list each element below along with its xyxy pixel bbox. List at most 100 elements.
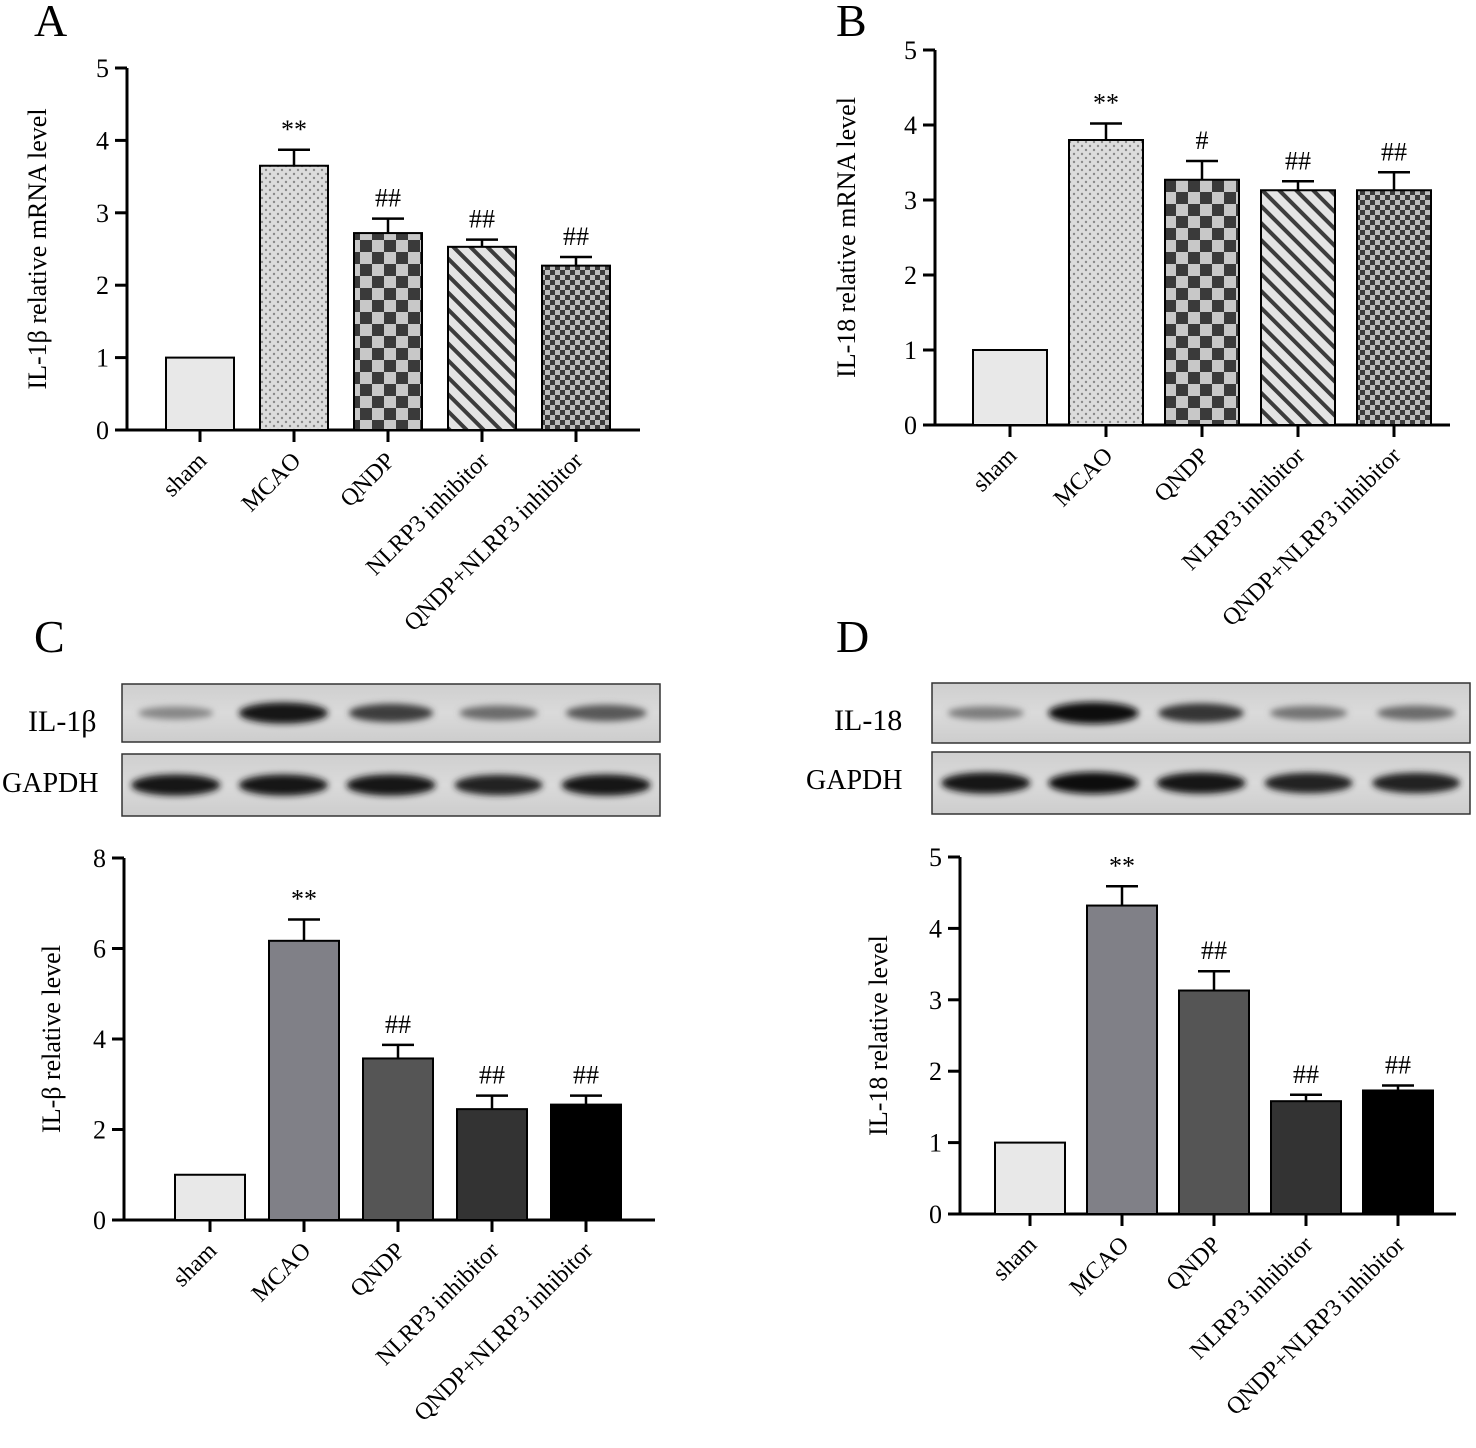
significance-label: ## [479,1061,505,1090]
blot-band [1269,705,1348,721]
blot-band [1264,772,1353,794]
y-tick-label: 1 [929,1129,942,1158]
panel-letter-d: D [836,611,869,662]
blot-band [1156,772,1246,794]
y-axis-label-d: IL-18 relative level [864,935,893,1136]
bar-mcao [259,164,329,432]
x-tick-label: MCAO [247,1238,316,1307]
x-tick-label: MCAO [237,448,306,517]
significance-label: ## [1385,1050,1411,1079]
x-tick-label: QNDP [1162,1232,1227,1297]
x-tick-label: sham [158,448,212,502]
blot-band [941,772,1031,794]
y-tick-label: 1 [96,344,109,373]
western-blot-c: IL-1β GAPDH [2,683,661,817]
y-tick-label: 5 [96,54,109,83]
bar-sham [165,356,235,432]
blot-d-protein-label: IL-18 [834,704,902,737]
blot-band [1372,772,1461,794]
significance-label: ## [375,184,401,213]
y-tick-label: 0 [904,411,917,440]
x-tick-label: QNDP [336,448,401,513]
blot-band [459,705,538,721]
bar-nlrp3-inhibitor [456,1108,528,1221]
bar-mcao [268,939,340,1221]
blot-band [131,774,221,796]
x-tick-label: QNDP+NLRP3 inhibitor [400,448,589,637]
bar-sham [174,1173,246,1221]
y-tick-label: 5 [929,843,942,872]
x-tick-label: MCAO [1065,1232,1134,1301]
significance-label: # [1196,126,1209,155]
y-tick-label: 4 [93,1025,106,1054]
chart-c: 0 2 4 6 8 IL-β relative level sham ** MCAO ## QNDP… [37,844,655,1427]
blot-c-protein-label: IL-1β [28,705,97,738]
significance-label: ## [1381,137,1407,166]
y-axis-label-a: IL-1β relative mRNA level [23,108,52,389]
blot-band [454,774,543,796]
significance-label: ## [573,1061,599,1090]
chart-b: 0 1 2 3 4 5 IL-18 relative mRNA level sham ** MCA… [832,36,1450,632]
x-tick-label: sham [968,443,1022,497]
blot-band [947,706,1024,720]
x-tick-label: QNDP+NLRP3 inhibitor [1218,443,1407,632]
significance-label: ## [1285,146,1311,175]
blot-band [348,703,434,723]
y-tick-label: 4 [904,111,917,140]
panel-letter-a: A [34,0,67,46]
panel-letter-b: B [836,0,867,46]
chart-d: 0 1 2 3 4 5 IL-18 relative level sham ** MCAO ## QN… [864,843,1456,1421]
y-tick-label: 0 [93,1206,106,1235]
y-tick-label: 5 [904,36,917,65]
bar-qndp [362,1057,434,1222]
panel-letter-c: C [34,611,65,662]
x-tick-label: sham [988,1232,1042,1286]
bar-nlrp3-inhibitor [1260,189,1336,426]
blot-band [561,774,651,796]
significance-label: ## [1201,936,1227,965]
y-tick-label: 4 [96,126,109,155]
x-tick-label: QNDP+NLRP3 inhibitor [410,1238,599,1427]
significance-label: ** [1093,89,1119,118]
blot-c-control-label: GAPDH [2,768,98,799]
y-tick-label: 4 [929,914,942,943]
bar-sham [994,1141,1066,1215]
bar-qndp [353,232,423,431]
bar-mcao [1068,139,1144,426]
y-tick-label: 1 [904,336,917,365]
y-tick-label: 3 [96,199,109,228]
x-tick-label: sham [168,1238,222,1292]
blot-band [1048,772,1139,794]
y-tick-label: 0 [929,1200,942,1229]
significance-label: ## [1293,1060,1319,1089]
chart-a: 0 1 2 3 4 5 IL-1β relative mRNA level sham ** MCA… [23,54,640,637]
x-tick-label: QNDP [1150,443,1215,508]
significance-label: ** [291,885,317,914]
bar-sham [972,349,1048,426]
significance-label: ** [1109,851,1135,880]
significance-label: ## [385,1010,411,1039]
significance-label: ## [469,205,495,234]
x-tick-label: QNDP [346,1238,411,1303]
x-tick-label: MCAO [1049,443,1118,512]
y-tick-label: 2 [929,1057,942,1086]
bar-qndp-nlrp3-inhibitor [541,264,611,432]
bar-qndp-nlrp3-inhibitor [1362,1089,1434,1216]
bar-nlrp3-inhibitor [1270,1100,1342,1215]
bar-qndp-nlrp3-inhibitor [1356,189,1432,426]
blot-band [138,706,214,720]
blot-band [1158,703,1244,723]
blot-band [565,704,647,722]
y-tick-label: 6 [93,935,106,964]
y-tick-label: 3 [929,986,942,1015]
bar-mcao [1086,904,1158,1215]
y-tick-label: 2 [904,261,917,290]
blot-band [238,702,329,724]
y-axis-label-c: IL-β relative level [37,945,66,1133]
y-tick-label: 0 [96,416,109,445]
western-blot-d: IL-18 GAPDH [806,682,1471,815]
blot-band [1048,702,1139,724]
x-tick-label: QNDP+NLRP3 inhibitor [1222,1232,1411,1421]
bar-nlrp3-inhibitor [447,245,517,431]
